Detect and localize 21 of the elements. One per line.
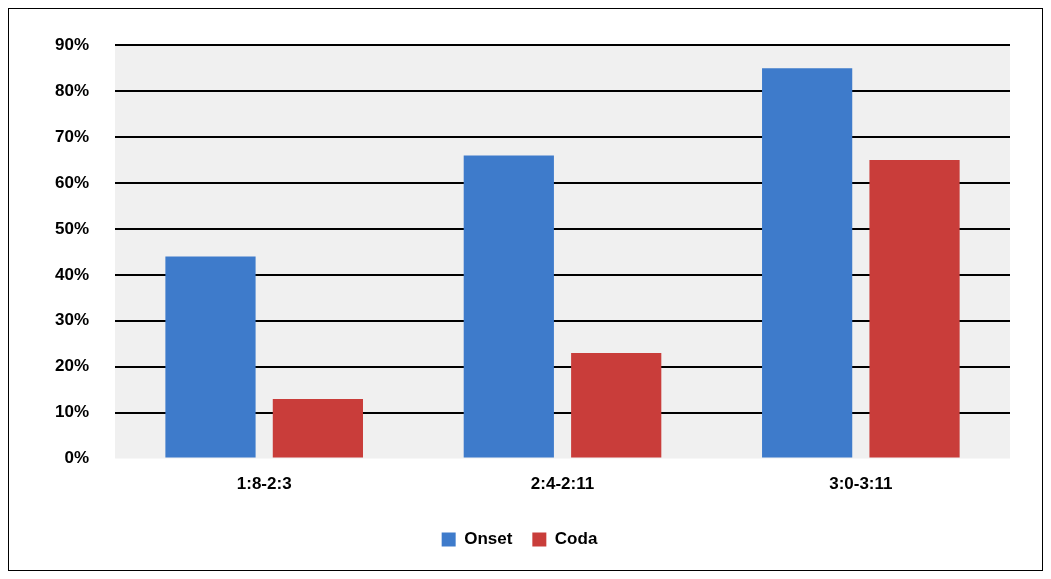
y-tick-label: 80%	[54, 80, 90, 100]
x-tick-label: 2:4-2:11	[530, 474, 595, 494]
bar	[272, 398, 363, 458]
y-tick-label: 50%	[54, 218, 90, 238]
y-tick-label: 60%	[54, 172, 90, 192]
y-tick-label: 20%	[54, 356, 90, 376]
x-tick-label: 1:8-2:3	[236, 474, 292, 494]
y-tick-label: 40%	[54, 264, 90, 284]
y-tick-label: 70%	[54, 126, 90, 146]
bar	[165, 256, 256, 458]
y-tick-label: 10%	[54, 402, 90, 422]
y-tick-label: 30%	[54, 310, 90, 330]
legend-label: Onset	[464, 529, 513, 549]
y-tick-label: 0%	[64, 448, 90, 468]
x-tick-label: 3:0-3:11	[829, 474, 893, 494]
bar	[762, 68, 853, 458]
bar	[869, 160, 960, 458]
legend-label: Coda	[554, 529, 598, 549]
bar	[463, 155, 554, 458]
y-tick-label: 90%	[54, 34, 90, 54]
bar	[571, 352, 662, 458]
